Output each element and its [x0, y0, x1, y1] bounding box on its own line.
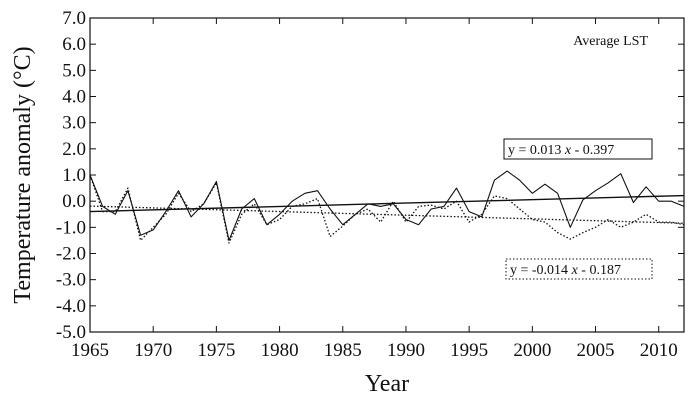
y-tick-label: 3.0 [62, 113, 86, 134]
x-tick-label: 1975 [197, 340, 235, 361]
trend-equation-dotted: y = -0.014 x - 0.187 [505, 258, 653, 280]
x-tick-label: 1980 [261, 340, 299, 361]
x-tick-label: 2005 [577, 340, 615, 361]
y-tick-label: 4.0 [62, 87, 86, 108]
y-tick-label: 5.0 [62, 60, 86, 81]
y-tick-label: 2.0 [62, 139, 86, 160]
x-tick-label: 1970 [134, 340, 172, 361]
panel-label: Average LST [573, 34, 648, 49]
x-tick-label: 2000 [513, 340, 551, 361]
plot-frame [89, 17, 685, 333]
trend-line-solid [89, 194, 685, 213]
equation-label-dotted: y = -0.014 x - 0.187 [510, 263, 621, 278]
y-tick-label: -4.0 [56, 296, 86, 317]
tick-layer: -5.0 -4.0 -3.0 -2.0 -1.0 0.0 1.0 2.0 3.0 4.0 5.0 6.… [56, 8, 684, 361]
y-tick-label: -1.0 [56, 217, 86, 238]
x-tick-label: 1965 [71, 340, 109, 361]
y-axis-title: Temperature anomaly (°C) [10, 46, 36, 303]
y-tick-label: 1.0 [62, 165, 86, 186]
equation-label-solid: y = 0.013 x - 0.397 [508, 143, 614, 158]
trend-equation-solid: y = 0.013 x - 0.397 [503, 138, 653, 160]
x-axis-title: Year [365, 371, 409, 397]
data-layer [89, 170, 685, 244]
x-tick-label: 1985 [324, 340, 362, 361]
equation-box-dotted [505, 258, 653, 280]
y-tick-label: -2.0 [56, 244, 86, 265]
x-tick-label: 2010 [640, 340, 678, 361]
x-tick-label: 1995 [450, 340, 488, 361]
equation-box-solid [503, 138, 653, 160]
x-tick-label: 1990 [387, 340, 425, 361]
y-tick-label: -3.0 [56, 270, 86, 291]
y-tick-label: 7.0 [62, 8, 86, 29]
y-tick-label: -5.0 [56, 322, 86, 343]
y-tick-label: 0.0 [62, 191, 86, 212]
series-line-solid [89, 170, 685, 241]
y-tick-label: 6.0 [62, 34, 86, 55]
trend-line-dotted [89, 205, 685, 224]
